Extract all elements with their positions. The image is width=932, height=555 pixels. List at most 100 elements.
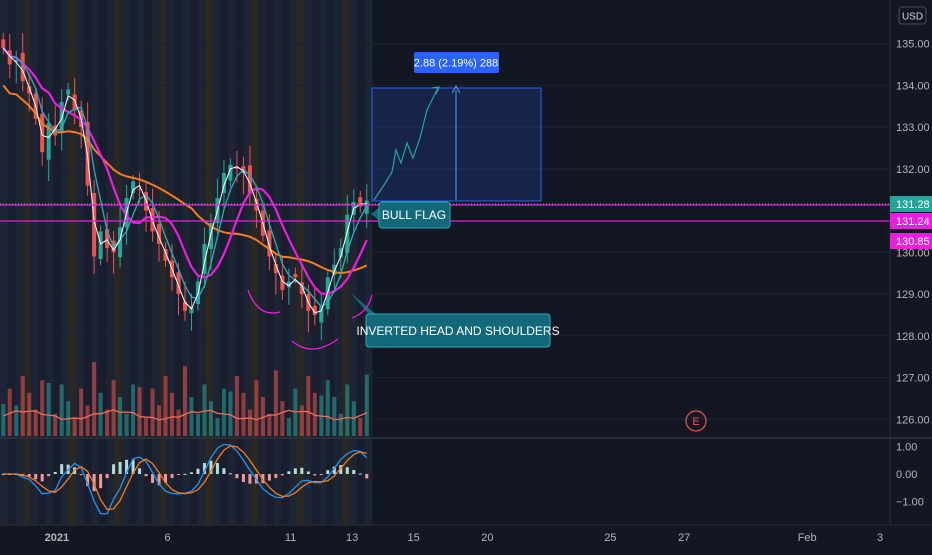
macd-panel (1, 443, 369, 515)
volume-bar (14, 405, 19, 436)
candle-body (72, 94, 77, 111)
price-tick-label: 128.00 (896, 331, 930, 343)
macd-histogram-bar (79, 474, 83, 475)
volume-bar (338, 413, 343, 436)
macd-histogram-bar (34, 474, 38, 480)
volume-bar (111, 380, 116, 436)
candle-body (20, 52, 25, 82)
session-stripe (91, 0, 99, 525)
candle-body (247, 165, 252, 194)
macd-histogram-bar (241, 474, 245, 483)
time-tick-label: Feb (798, 532, 817, 544)
price-tag (890, 233, 932, 249)
candle-body (332, 264, 337, 275)
candle-body (358, 197, 363, 207)
volume-bar (150, 388, 155, 436)
macd-histogram-bar (352, 469, 356, 474)
session-stripe (342, 0, 350, 525)
session-stripe (68, 0, 76, 525)
price-axis[interactable]: 135.00 134.00 133.00 132.00 130.00 129.00 128.… (896, 39, 930, 427)
macd-axis[interactable]: 1.00 0.00 −1.00 (896, 442, 924, 509)
candle-body (137, 188, 142, 190)
candle-body (293, 274, 298, 278)
time-tick-label: 27 (678, 532, 690, 544)
volume-bar (332, 397, 337, 436)
price-tag-label: 131.24 (896, 216, 930, 228)
target-arrow-head (451, 84, 461, 94)
price-tick-label: 132.00 (896, 164, 930, 176)
macd-histogram-bar (125, 459, 129, 474)
macd-histogram-bar (300, 467, 304, 474)
macd-histogram-bar (358, 473, 362, 475)
price-tags: 131.28 131.24 130.85 (890, 196, 932, 249)
volume-bar (176, 409, 181, 436)
macd-histogram-bar (189, 472, 193, 474)
session-stripe (53, 0, 61, 525)
candle-body (40, 113, 45, 153)
time-tick-label: 3 (877, 532, 883, 544)
time-tick-label: 6 (165, 532, 171, 544)
volume-bar (157, 405, 162, 436)
candle-body (319, 306, 324, 323)
currency-badge[interactable]: USD (898, 6, 927, 25)
candle-body (228, 164, 233, 181)
volume-bar (20, 376, 25, 436)
time-tick-label: 11 (285, 532, 296, 544)
price-tick-label: 135.00 (896, 39, 930, 51)
volume-bar (325, 380, 330, 436)
price-tag (890, 196, 932, 212)
candle-body (92, 193, 97, 257)
volume-bar (182, 366, 188, 436)
candle-body (163, 248, 168, 261)
candle-body (131, 181, 136, 194)
price-tick-label: 127.00 (896, 373, 930, 385)
bull-flag-callout[interactable]: BULL FLAG (371, 201, 451, 229)
session-stripe (182, 0, 190, 525)
volume-bar (105, 409, 110, 436)
candle-body (176, 272, 181, 295)
volume-bar (364, 374, 369, 436)
price-axis-bg (890, 0, 932, 550)
candle-body (7, 50, 12, 65)
volume-bar (72, 418, 77, 436)
session-stripe (258, 0, 266, 525)
candle-body (98, 231, 103, 259)
candle-body (105, 228, 110, 249)
macd-histogram-bar (274, 474, 278, 478)
ma-white-line (2, 47, 367, 314)
volume-bar (345, 384, 350, 436)
macd-histogram-bar (293, 468, 297, 474)
macd-histogram-bar (215, 463, 219, 474)
session-stripe (106, 0, 114, 525)
price-tick-label: 130.00 (896, 247, 930, 259)
volume-bar (286, 418, 291, 436)
time-tick-label: 15 (407, 532, 419, 544)
earnings-marker[interactable] (685, 410, 707, 432)
inverted-hs-callout[interactable]: INVERTED HEAD AND SHOULDERS (350, 292, 560, 348)
macd-histogram-bar (235, 474, 239, 479)
session-stripe (190, 0, 198, 525)
candle-body (299, 282, 304, 295)
projected-path (373, 87, 439, 201)
volume-bar (170, 392, 175, 436)
session-stripe (83, 0, 92, 525)
volume-bar (7, 388, 12, 436)
session-stripe (45, 0, 54, 525)
session-stripe (205, 0, 213, 525)
macd-histogram-bar (99, 474, 103, 489)
time-tick-label: 20 (481, 532, 493, 544)
macd-histogram-bar (157, 474, 161, 486)
volume-bar (273, 370, 278, 436)
macd-histogram-bar (339, 465, 343, 474)
session-stripe (250, 0, 259, 525)
time-axis[interactable]: 2021 6 11 13 15 20 25 27 Feb 3 (45, 532, 883, 544)
right-shoulder-arc (351, 294, 373, 319)
candle-body (221, 172, 226, 194)
volume-bar (137, 387, 142, 436)
macd-histogram-bar (222, 468, 226, 474)
volume-bar (221, 388, 226, 436)
macd-histogram-bar (306, 471, 310, 474)
macd-histogram-bar (365, 474, 369, 479)
